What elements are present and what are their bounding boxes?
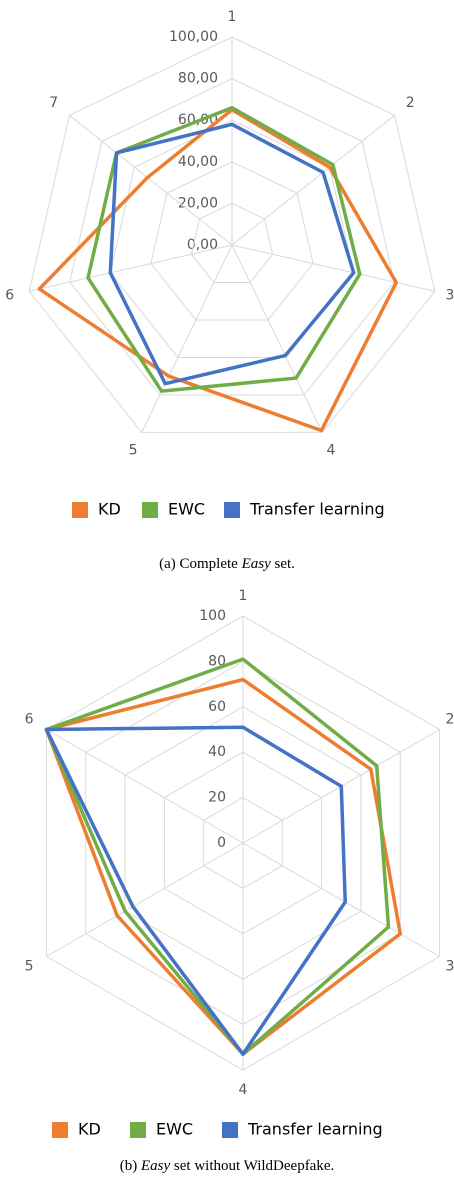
axis-label: 5	[25, 959, 34, 975]
legend-swatch	[52, 1122, 68, 1138]
axis-label: 4	[239, 1082, 248, 1098]
r-tick-label: 0	[217, 835, 226, 851]
legend-swatch	[130, 1122, 146, 1138]
spoke	[69, 114, 233, 246]
caption-part: set.	[271, 556, 295, 572]
grid-ring	[150, 161, 314, 321]
legend-label: EWC	[156, 1120, 193, 1139]
spoke	[29, 244, 233, 292]
grid-ring	[28, 36, 436, 433]
axis-label: 2	[406, 95, 415, 111]
legend-label: KD	[98, 500, 121, 519]
caption: (b) Easy set without WildDeepfake.	[120, 1158, 335, 1174]
axis-label: 1	[228, 9, 237, 25]
axis-label: 1	[239, 588, 248, 604]
caption: (a) Complete Easy set.	[159, 556, 295, 572]
series-line	[44, 725, 347, 1056]
legend-swatch	[224, 502, 240, 518]
r-tick-label: 60	[208, 699, 226, 715]
caption-part: (a) Complete	[159, 556, 241, 572]
legend-swatch	[142, 502, 158, 518]
r-tick-label: 0,00	[187, 237, 218, 253]
series-line	[44, 657, 391, 1056]
caption-part: set without WildDeepfake.	[170, 1158, 334, 1174]
r-tick-label: 20	[208, 790, 226, 806]
spoke	[231, 244, 323, 433]
axis-label: 4	[326, 442, 335, 458]
r-tick-label: 100,00	[169, 29, 218, 45]
spoke	[231, 244, 435, 292]
spoke	[46, 842, 244, 957]
r-tick-label: 100	[199, 608, 226, 624]
axis-label: 2	[446, 712, 454, 728]
legend-label: KD	[78, 1120, 101, 1139]
spoke	[46, 729, 244, 844]
series-line	[86, 105, 362, 393]
series-line	[37, 108, 399, 433]
axis-label: 6	[5, 288, 14, 304]
r-tick-label: 40,00	[178, 154, 218, 170]
legend-label: EWC	[168, 500, 205, 519]
legend-swatch	[222, 1122, 238, 1138]
grid-ring	[69, 78, 395, 396]
spoke	[141, 244, 233, 433]
grid-ring	[109, 119, 355, 358]
caption-part: (b)	[120, 1158, 141, 1174]
axis-label: 6	[25, 712, 34, 728]
axis-label: 3	[446, 959, 454, 975]
axis-label: 3	[446, 288, 454, 304]
r-tick-label: 40	[208, 744, 226, 760]
legend-label: Transfer learning	[247, 1120, 383, 1139]
series-line	[44, 677, 403, 1056]
axis-label: 5	[129, 442, 138, 458]
spoke	[242, 842, 440, 957]
r-tick-label: 20,00	[178, 195, 218, 211]
series-line	[108, 122, 356, 386]
legend-label: Transfer learning	[249, 500, 385, 519]
legend-swatch	[72, 502, 88, 518]
r-tick-label: 80,00	[178, 71, 218, 87]
caption-part: Easy	[241, 556, 272, 572]
grid-ring	[190, 202, 274, 283]
axis-label: 7	[49, 95, 58, 111]
spoke	[231, 114, 395, 246]
caption-part: Easy	[140, 1158, 171, 1174]
